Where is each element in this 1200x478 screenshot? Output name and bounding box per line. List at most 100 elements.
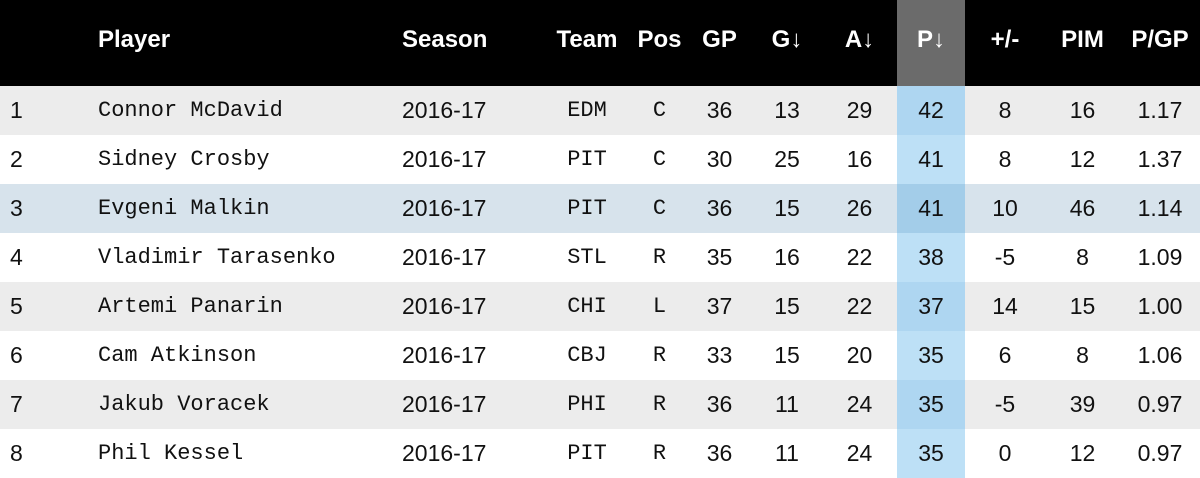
table-row[interactable]: 2 Sidney Crosby 2016-17 PIT C 30 25 16 41 8 12 1.37 (0, 135, 1200, 184)
cell-team: STL (567, 245, 607, 270)
cell-player: Evgeni Malkin (98, 196, 270, 221)
cell-pos: C (652, 147, 667, 172)
cell-pim: 39 (1069, 391, 1096, 417)
cell-g: 25 (774, 146, 800, 172)
cell-rank: 5 (10, 293, 23, 319)
column-header-pgp[interactable]: P/GP (1131, 26, 1189, 53)
cell-pm: 6 (998, 342, 1012, 368)
cell-player: Artemi Panarin (98, 294, 283, 319)
cell-pgp: 0.97 (1137, 391, 1183, 417)
cell-gp: 36 (706, 97, 733, 123)
cell-g: 15 (774, 293, 800, 319)
table-row[interactable]: 5 Artemi Panarin 2016-17 CHI L 37 15 22 37 14 15 1.… (0, 282, 1200, 331)
cell-pgp: 1.37 (1137, 146, 1183, 172)
table-header-row: Player Season Team Pos GP G↓ A↓ P↓ +/- PIM P/GP (0, 0, 1200, 86)
cell-pgp: 1.14 (1137, 195, 1183, 221)
cell-season: 2016-17 (402, 440, 487, 466)
cell-a: 20 (846, 342, 873, 368)
cell-rank: 1 (10, 97, 23, 123)
cell-team: PIT (567, 441, 607, 466)
cell-g: 15 (774, 195, 800, 221)
cell-gp: 37 (706, 293, 733, 319)
column-header-pos[interactable]: Pos (637, 26, 682, 53)
cell-pos: L (652, 294, 667, 319)
column-header-gp[interactable]: GP (702, 26, 737, 53)
cell-team: PIT (567, 147, 607, 172)
cell-gp: 33 (706, 342, 733, 368)
cell-gp: 36 (706, 440, 733, 466)
cell-player: Phil Kessel (98, 441, 244, 466)
cell-pim: 8 (1076, 244, 1089, 270)
cell-a: 24 (846, 440, 873, 466)
table-row[interactable]: 1 Connor McDavid 2016-17 EDM C 36 13 29 42 8 16 1.1… (0, 86, 1200, 135)
cell-a: 16 (846, 146, 873, 172)
cell-pim: 46 (1069, 195, 1096, 221)
column-header-pim[interactable]: PIM (1061, 26, 1104, 53)
cell-g: 15 (774, 342, 800, 368)
column-header-g[interactable]: G↓ (771, 26, 803, 53)
cell-team: PHI (567, 392, 607, 417)
cell-pm: 14 (992, 293, 1018, 319)
cell-pos: R (652, 245, 667, 270)
cell-pos: C (652, 196, 667, 221)
cell-p: 41 (897, 135, 965, 184)
cell-p: 38 (897, 233, 965, 282)
cell-pos: R (652, 441, 667, 466)
cell-season: 2016-17 (402, 342, 487, 368)
cell-player: Vladimir Tarasenko (98, 245, 336, 270)
cell-a: 29 (846, 97, 873, 123)
table-row[interactable]: 8 Phil Kessel 2016-17 PIT R 36 11 24 35 0 12 0.97 (0, 429, 1200, 478)
cell-pm: 8 (998, 146, 1012, 172)
cell-team: EDM (567, 98, 607, 123)
cell-g: 16 (774, 244, 800, 270)
cell-player: Connor McDavid (98, 98, 283, 123)
cell-pgp: 1.09 (1137, 244, 1183, 270)
cell-p: 35 (897, 331, 965, 380)
cell-rank: 6 (10, 342, 23, 368)
cell-a: 26 (846, 195, 873, 221)
column-header-team[interactable]: Team (556, 26, 618, 53)
column-header-a[interactable]: A↓ (844, 26, 875, 53)
cell-pim: 8 (1076, 342, 1089, 368)
column-header-season[interactable]: Season (402, 26, 488, 53)
cell-a: 22 (846, 293, 873, 319)
cell-season: 2016-17 (402, 146, 487, 172)
cell-pim: 16 (1069, 97, 1096, 123)
column-header-rank (0, 0, 98, 86)
cell-p: 41 (897, 184, 965, 233)
cell-a: 22 (846, 244, 873, 270)
cell-player: Jakub Voracek (98, 392, 270, 417)
table-row[interactable]: 7 Jakub Voracek 2016-17 PHI R 36 11 24 35 -5 39 0.9… (0, 380, 1200, 429)
column-header-pm[interactable]: +/- (990, 26, 1020, 53)
cell-pim: 12 (1069, 146, 1096, 172)
table-row[interactable]: 4 Vladimir Tarasenko 2016-17 STL R 35 16 22 38 -5… (0, 233, 1200, 282)
cell-pos: C (652, 98, 667, 123)
column-header-player[interactable]: Player (98, 26, 171, 53)
cell-team: CHI (567, 294, 607, 319)
table-body: 1 Connor McDavid 2016-17 EDM C 36 13 29 42 8 16 1.1… (0, 86, 1200, 478)
cell-pos: R (652, 392, 667, 417)
cell-pgp: 1.06 (1137, 342, 1183, 368)
cell-gp: 36 (706, 195, 733, 221)
cell-player: Cam Atkinson (98, 343, 257, 368)
cell-season: 2016-17 (402, 195, 487, 221)
cell-pgp: 1.00 (1137, 293, 1183, 319)
cell-p: 42 (897, 86, 965, 135)
cell-gp: 35 (706, 244, 733, 270)
cell-pm: 0 (998, 440, 1012, 466)
table-row[interactable]: 6 Cam Atkinson 2016-17 CBJ R 33 15 20 35 6 8 1.06 (0, 331, 1200, 380)
cell-pm: -5 (994, 391, 1016, 417)
cell-p: 37 (897, 282, 965, 331)
cell-pos: R (652, 343, 667, 368)
table-row[interactable]: 3 Evgeni Malkin 2016-17 PIT C 36 15 26 41 10 46 1.1… (0, 184, 1200, 233)
cell-season: 2016-17 (402, 293, 487, 319)
cell-rank: 2 (10, 146, 23, 172)
column-header-p[interactable]: P↓ (897, 0, 965, 86)
cell-team: CBJ (567, 343, 607, 368)
cell-a: 24 (846, 391, 873, 417)
cell-rank: 3 (10, 195, 23, 221)
cell-p: 35 (897, 380, 965, 429)
cell-g: 11 (775, 391, 799, 417)
cell-pm: -5 (994, 244, 1016, 270)
